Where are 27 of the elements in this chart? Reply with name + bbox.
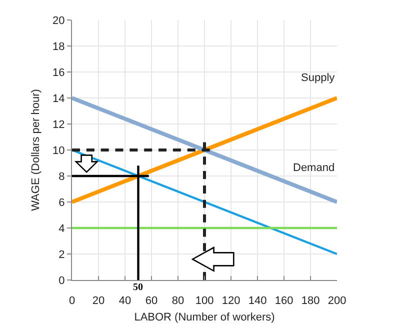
x-tick-label: 0 <box>68 295 76 308</box>
y-tick-label: 10 <box>52 144 65 157</box>
y-tick-label: 2 <box>58 248 65 261</box>
x-tick-label: 80 <box>172 295 184 308</box>
x-tick-label: 120 <box>222 295 240 308</box>
annotation: 50 <box>133 282 143 293</box>
x-tick-label: 180 <box>301 295 320 308</box>
x-tick-label: 60 <box>145 295 158 308</box>
y-tick-label: 4 <box>58 222 65 235</box>
x-tick-label: 140 <box>248 295 267 308</box>
series-label: Demand <box>293 162 335 174</box>
y-tick-label: 0 <box>58 274 65 287</box>
y-tick-label: 12 <box>52 118 65 131</box>
x-tick-label: 100 <box>195 295 214 308</box>
y-tick-label: 8 <box>58 170 65 183</box>
x-axis-title: LABOR (Number of workers) <box>134 311 275 324</box>
y-tick-label: 18 <box>52 40 65 53</box>
series-label: Supply <box>301 72 336 84</box>
y-tick-label: 16 <box>52 66 65 79</box>
x-tick-label: 200 <box>328 295 346 308</box>
y-tick-label: 20 <box>52 14 65 27</box>
y-tick-label: 14 <box>52 92 65 105</box>
y-axis-title: WAGE (Dollars per hour) <box>30 89 42 211</box>
x-tick-label: 160 <box>274 295 294 308</box>
x-tick-label: 40 <box>118 295 132 308</box>
y-tick-label: 6 <box>58 196 65 209</box>
x-tick-label: 20 <box>92 295 105 308</box>
